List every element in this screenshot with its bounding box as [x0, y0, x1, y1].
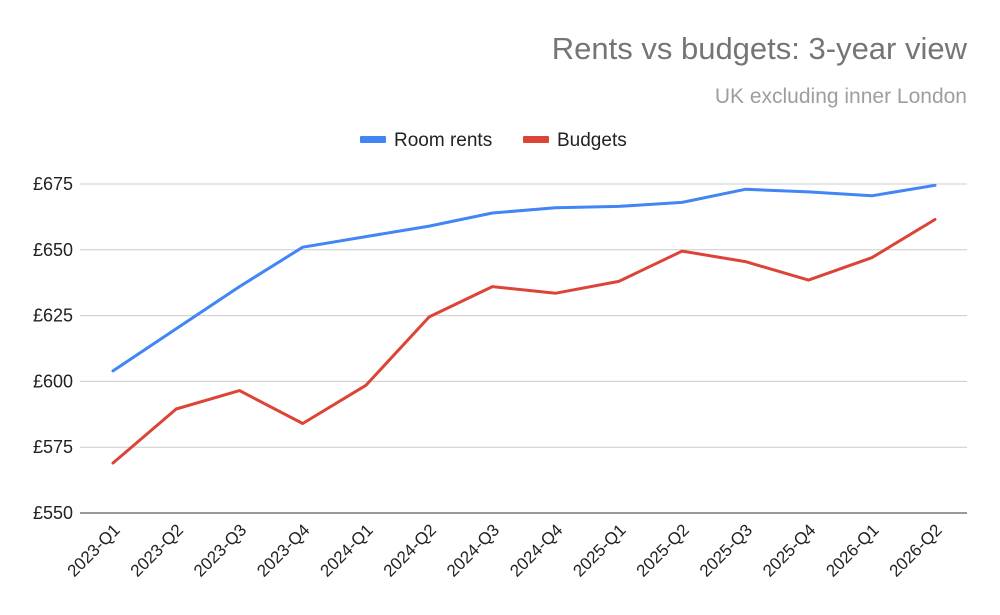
x-tick-label: 2025-Q4 [759, 520, 819, 580]
x-tick-label: 2023-Q4 [253, 520, 313, 580]
grid [80, 183, 967, 514]
x-tick-label: 2024-Q4 [506, 520, 566, 580]
x-tick-label: 2023-Q2 [127, 520, 187, 580]
x-tick-label: 2025-Q2 [633, 520, 693, 580]
y-tick-label: £575 [33, 437, 73, 457]
legend-label: Room rents [394, 130, 492, 151]
x-tick-label: 2023-Q3 [190, 520, 250, 580]
x-tick-label: 2024-Q3 [443, 520, 503, 580]
y-tick-label: £625 [33, 306, 73, 326]
legend: Room rents Budgets [360, 130, 627, 151]
y-tick-label: £550 [33, 503, 73, 523]
series-line-room-rents [111, 183, 937, 373]
chart-title: Rents vs budgets: 3-year view [552, 31, 968, 66]
y-tick-label: £650 [33, 240, 73, 260]
series-line-budgets [111, 218, 937, 465]
legend-swatch [360, 136, 386, 143]
x-tick-label: 2023-Q1 [64, 520, 124, 580]
x-tick-label: 2025-Q3 [696, 520, 756, 580]
x-tick-label: 2024-Q2 [380, 520, 440, 580]
y-tick-label: £600 [33, 371, 73, 391]
x-tick-label: 2024-Q1 [317, 520, 377, 580]
y-tick-label: £675 [33, 174, 73, 194]
series-layer [111, 183, 937, 465]
x-axis: 2023-Q1 2023-Q2 2023-Q3 2023-Q4 2024-Q1 2024-… [64, 520, 946, 580]
x-tick-label: 2026-Q1 [822, 520, 882, 580]
x-tick-label: 2026-Q2 [886, 520, 946, 580]
y-axis: £550 £575 £600 £625 £650 £675 [33, 174, 73, 523]
legend-swatch [523, 136, 549, 143]
chart-subtitle: UK excluding inner London [715, 85, 967, 108]
legend-label: Budgets [557, 130, 627, 151]
x-tick-label: 2025-Q1 [569, 520, 629, 580]
